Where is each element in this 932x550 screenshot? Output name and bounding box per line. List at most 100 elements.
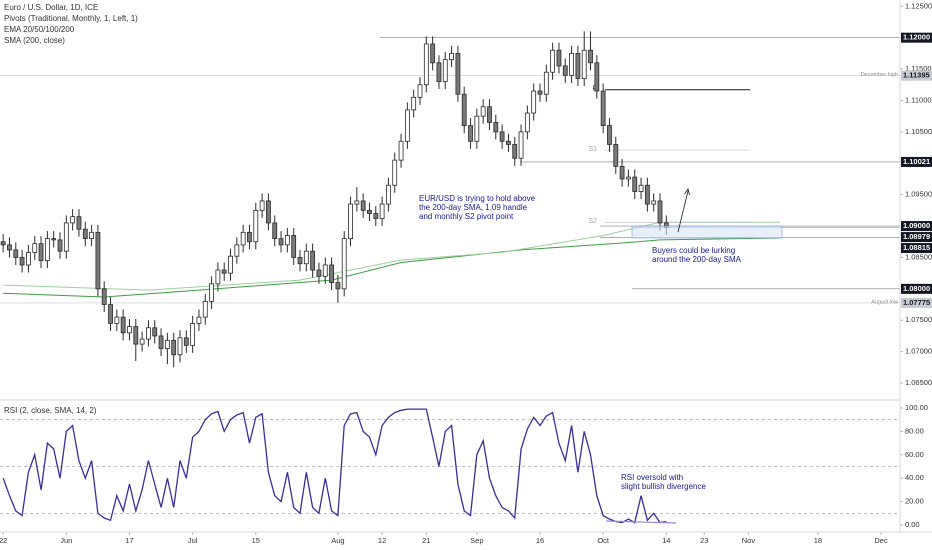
candle-body: [0, 241, 6, 246]
x-tick-label: Oct: [597, 536, 610, 545]
candle-body: [291, 235, 297, 258]
candle-body: [480, 106, 486, 117]
x-tick-label: 12: [378, 536, 386, 545]
candle-body: [228, 255, 233, 274]
level-note: August low: [871, 299, 898, 305]
x-tick-label: 16: [536, 536, 544, 545]
moving-average-line: [3, 221, 780, 291]
y-tick-label: 1.07000: [905, 347, 932, 356]
candle-body: [379, 203, 385, 219]
x-tick-label: 17: [125, 536, 133, 545]
x-tick-label: 23: [700, 536, 708, 545]
candle-body: [89, 231, 94, 240]
candle-body: [436, 62, 442, 83]
candle-body: [335, 282, 341, 290]
y-tick-label: 1.12500: [905, 1, 932, 10]
rsi-tick-label: 40.00: [905, 473, 924, 482]
candle-body: [7, 244, 12, 251]
candle-body: [518, 131, 524, 159]
candle-body: [127, 326, 132, 334]
x-tick-label: 21: [422, 536, 430, 545]
candle-body: [177, 337, 183, 356]
candle-body: [588, 49, 593, 64]
candle-body: [581, 49, 587, 79]
y-tick-label: 1.11000: [905, 95, 932, 104]
candle-body: [95, 231, 101, 290]
candle-body: [38, 243, 44, 261]
level-label-box: [901, 221, 932, 232]
indicator-label: EMA 20/50/100/200: [4, 25, 75, 34]
candle-body: [392, 159, 398, 186]
candle-body: [183, 337, 189, 346]
candle-body: [543, 71, 549, 95]
candle-body: [19, 257, 25, 266]
moving-averages: [3, 221, 781, 298]
candle-body: [266, 200, 271, 224]
candle-body: [423, 43, 429, 86]
annotation: RSI oversold with: [621, 473, 683, 482]
x-tick-label: Sep: [470, 536, 483, 545]
candle-body: [607, 125, 612, 145]
candle-body: [190, 322, 196, 346]
rsi-tick-label: 100.00: [905, 403, 928, 412]
candle-body: [644, 184, 650, 205]
candle-body: [63, 222, 69, 252]
candle-body: [310, 250, 316, 271]
candle-body: [57, 239, 63, 252]
candle-body: [146, 327, 151, 340]
candle-body: [386, 184, 391, 205]
candle-body: [506, 140, 511, 145]
candle-body: [196, 316, 202, 324]
candle-body: [101, 288, 107, 305]
candle-body: [120, 316, 126, 334]
candle-body: [626, 176, 631, 180]
level-label-box: [901, 32, 932, 43]
candle-body: [108, 304, 113, 324]
candle-body: [82, 228, 88, 240]
candle-body: [284, 235, 290, 246]
candle-body: [562, 65, 568, 76]
candle-body: [417, 84, 423, 98]
candle-body: [493, 122, 499, 133]
level-label-box: [901, 297, 932, 308]
candles: [0, 31, 669, 368]
annotation: around the 200-day SMA: [652, 255, 742, 264]
level-label-box: [901, 243, 932, 254]
candle-body: [651, 200, 657, 205]
level-label-box: [901, 70, 932, 81]
candle-body: [234, 244, 240, 257]
x-tick-label: Dec: [874, 536, 888, 545]
indicator-label: Pivots (Traditional, Monthly, 1, Left, 1…: [4, 14, 138, 23]
candle-body: [367, 209, 372, 214]
x-tick-label: Jul: [188, 536, 198, 545]
candle-body: [537, 90, 543, 95]
moving-average-line: [3, 237, 781, 298]
candle-body: [449, 52, 454, 61]
level-label: 1.12000: [903, 33, 930, 42]
arrow: [677, 190, 689, 233]
candle-body: [329, 264, 334, 283]
candle-body: [341, 238, 347, 290]
candle-body: [499, 131, 505, 142]
candle-body: [70, 216, 76, 224]
candle-body: [360, 200, 366, 211]
candle-body: [133, 326, 139, 345]
candle-body: [594, 62, 600, 92]
indicator-label: SMA (200, close): [4, 36, 65, 45]
level-label-box: [901, 283, 932, 294]
annotation: and monthly S2 pivot point: [419, 212, 514, 221]
candle-body: [26, 252, 31, 266]
candle-body: [272, 222, 278, 240]
candle-body: [316, 269, 322, 277]
annotation: EUR/USD is trying to hold above: [419, 194, 536, 203]
candle-body: [455, 52, 461, 95]
rsi-tick-label: 60.00: [905, 450, 924, 459]
annotation: Buyers could be lurking: [652, 246, 735, 255]
x-tick-label: 18: [814, 536, 822, 545]
candle-body: [404, 109, 410, 142]
candle-body: [76, 216, 82, 230]
level-note: December high: [861, 72, 898, 78]
